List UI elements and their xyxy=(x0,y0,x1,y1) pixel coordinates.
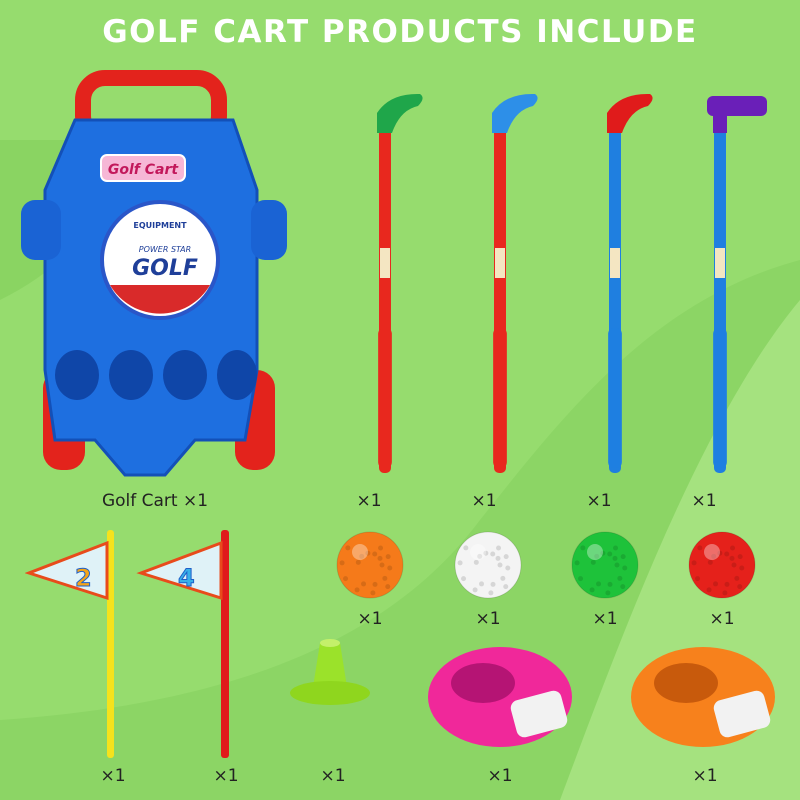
pink-hole-cup-image xyxy=(428,647,572,747)
flag-4-qty: ×1 xyxy=(213,766,239,786)
cart-logo-sticker: Golf Cart xyxy=(108,162,179,178)
golf-ball-image xyxy=(688,531,756,599)
ball-qty: ×1 xyxy=(709,609,735,629)
golf-tee-image xyxy=(290,639,370,705)
golf-cart-label: Golf Cart ×1 xyxy=(101,491,209,511)
golf-ball-image xyxy=(571,531,639,599)
flag-number: 2 xyxy=(75,564,92,592)
club-qty: ×1 xyxy=(471,491,497,511)
flag-2-image: 2 xyxy=(25,530,114,758)
cart-badge-middle: POWER STAR xyxy=(139,245,191,254)
golf-ball-image xyxy=(454,531,522,599)
golf-cart-image: Golf Cart EQUIPMENT POWER STAR GOLF xyxy=(21,70,287,477)
orange-hole-cup-image xyxy=(631,647,775,747)
flag-number: 4 xyxy=(178,564,195,592)
club-qty: ×1 xyxy=(356,491,382,511)
cart-badge-main: GOLF xyxy=(132,256,198,281)
ball-qty: ×1 xyxy=(475,609,501,629)
orange-cup-qty: ×1 xyxy=(692,766,718,786)
cart-badge-top: EQUIPMENT xyxy=(133,221,187,230)
ball-qty: ×1 xyxy=(357,609,383,629)
golf-club-image xyxy=(377,93,423,473)
golf-ball-image xyxy=(336,531,404,599)
club-qty: ×1 xyxy=(691,491,717,511)
flag-4-image: 4 xyxy=(136,530,229,758)
golf-club-image xyxy=(492,93,538,473)
flag-2-qty: ×1 xyxy=(100,766,126,786)
tee-qty: ×1 xyxy=(320,766,346,786)
ball-qty: ×1 xyxy=(592,609,618,629)
golf-club-image xyxy=(607,93,653,473)
page-title: GOLF CART PRODUCTS INCLUDE xyxy=(102,14,698,50)
pink-cup-qty: ×1 xyxy=(487,766,513,786)
club-qty: ×1 xyxy=(586,491,612,511)
golf-club-image xyxy=(707,96,767,473)
